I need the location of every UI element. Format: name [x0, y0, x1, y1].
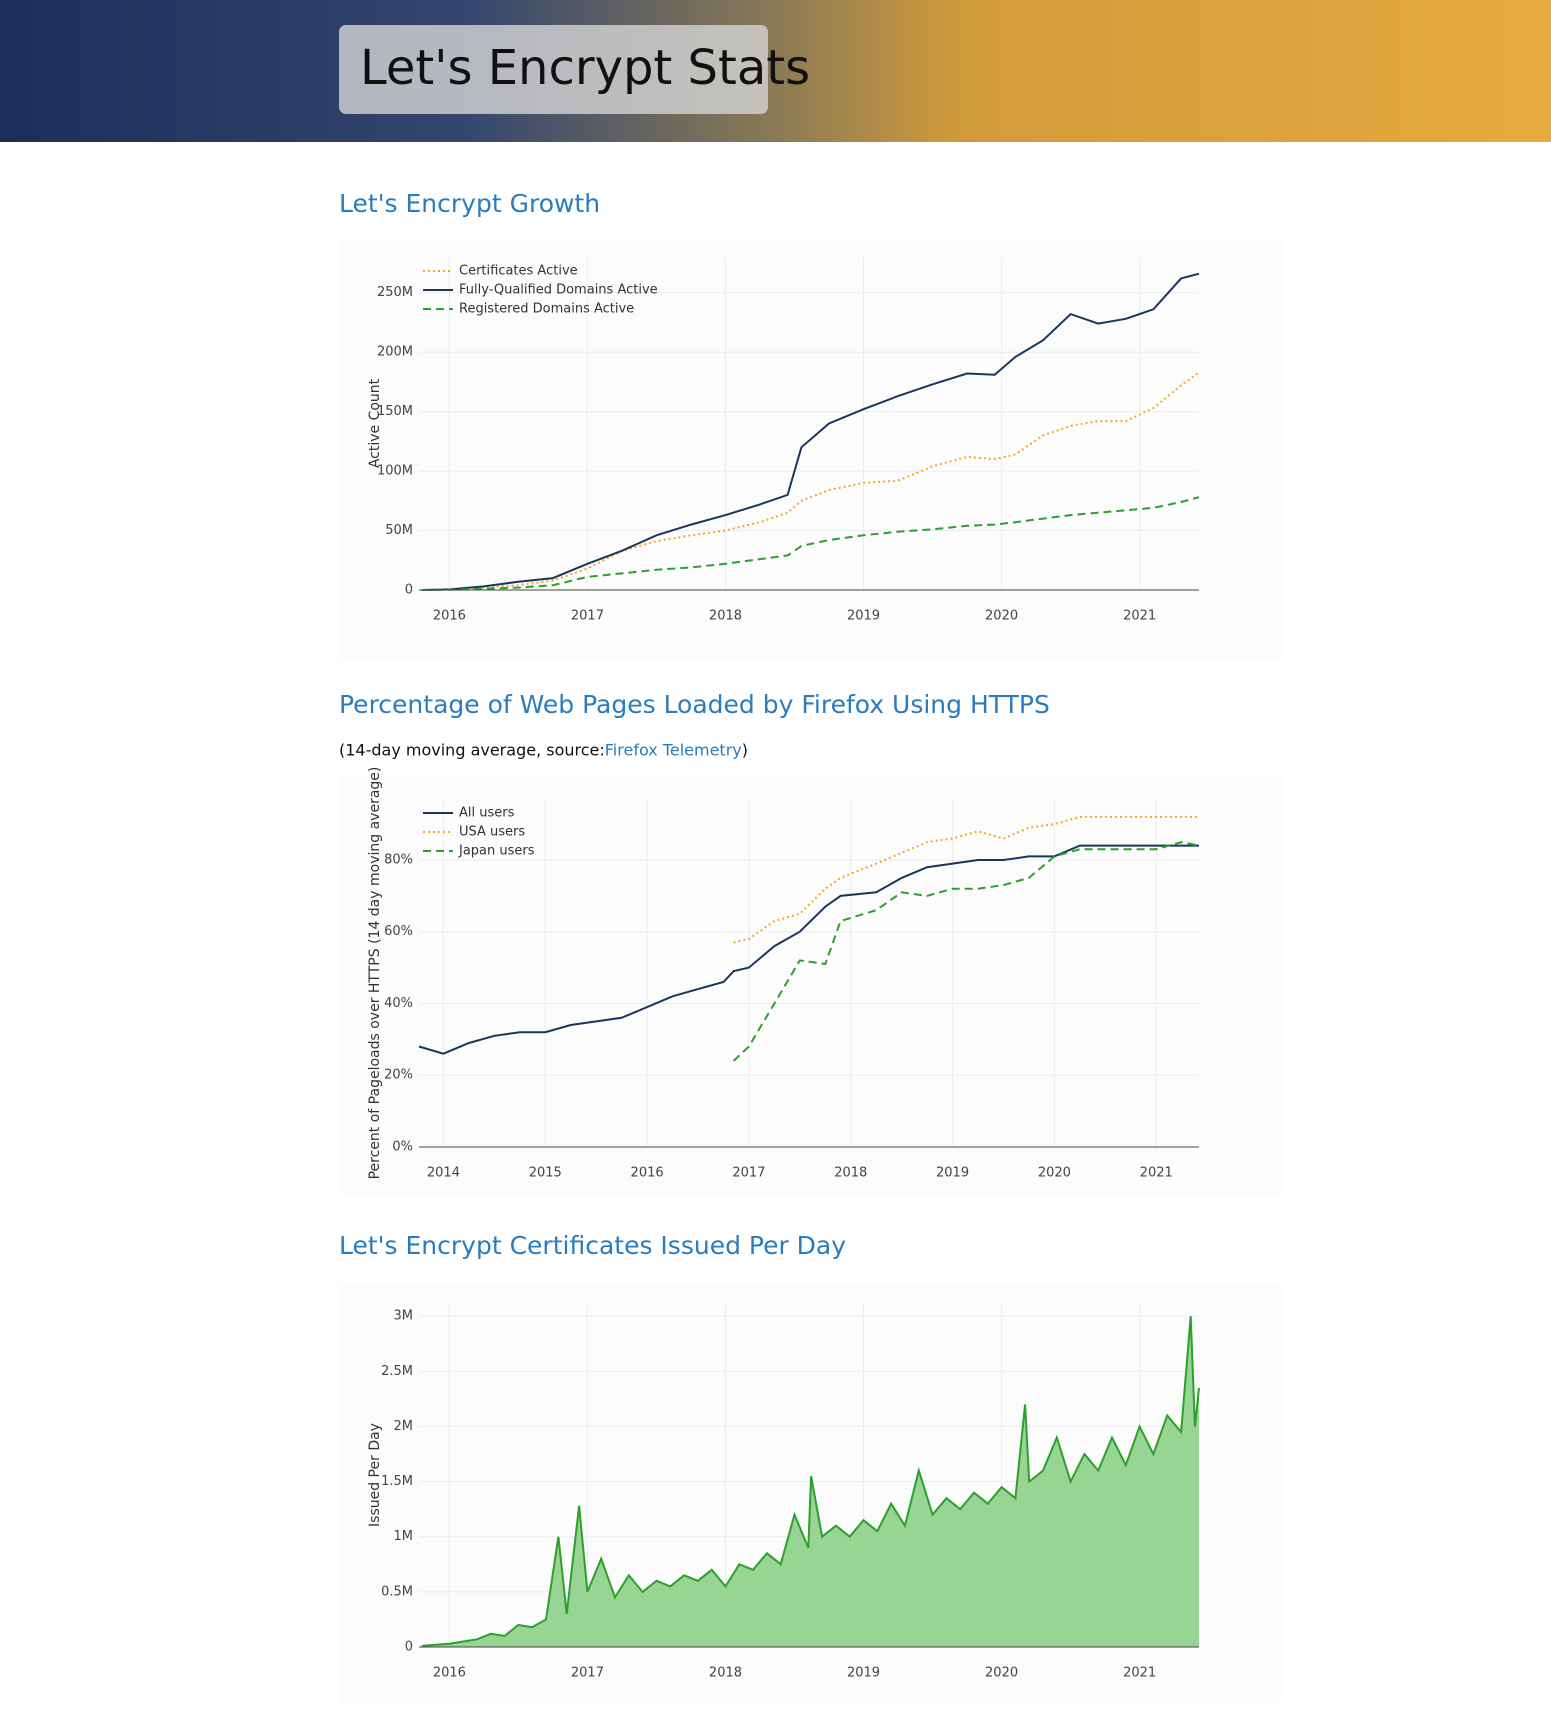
x-tick-label: 2017: [571, 609, 604, 624]
y-tick-label: 2.5M: [381, 1364, 413, 1379]
y-tick-label: 3M: [394, 1309, 414, 1324]
page-title: Let's Encrypt Stats: [360, 40, 810, 96]
subtitle: ): [742, 741, 748, 760]
y-tick-label: 2M: [394, 1419, 414, 1434]
subtitle: (14-day moving average, source:: [339, 741, 605, 760]
x-tick-label: 2017: [571, 1666, 604, 1681]
x-tick-label: 2018: [834, 1166, 867, 1181]
y-tick-label: 1.5M: [381, 1474, 413, 1489]
line-series: [732, 841, 1200, 1062]
y-tick-label: 100M: [377, 464, 413, 479]
area-line: [421, 1316, 1200, 1647]
x-tick-label: 2021: [1123, 1666, 1156, 1681]
legend-label: Registered Domains Active: [459, 302, 634, 317]
x-tick-label: 2017: [732, 1166, 765, 1181]
x-tick-label: 2021: [1123, 609, 1156, 624]
legend-label: All users: [459, 806, 515, 821]
x-tick-label: 2021: [1140, 1166, 1173, 1181]
y-axis-title: Active Count: [367, 378, 383, 468]
legend-label: Japan users: [458, 844, 535, 859]
line-series: [733, 815, 1199, 944]
x-tick-label: 2014: [427, 1166, 460, 1181]
y-tick-label: 0%: [392, 1140, 413, 1155]
y-tick-label: 50M: [385, 523, 413, 538]
x-tick-label: 2016: [631, 1166, 664, 1181]
y-tick-label: 0: [405, 1640, 413, 1655]
y-axis-title: Issued Per Day: [367, 1423, 383, 1527]
y-tick-label: 40%: [384, 996, 413, 1011]
x-tick-label: 2020: [985, 609, 1018, 624]
title-box: [339, 25, 768, 114]
x-tick-label: 2019: [847, 1666, 880, 1681]
chart-heading: Let's Encrypt Growth: [339, 189, 600, 218]
x-tick-label: 2015: [529, 1166, 562, 1181]
line-series: [421, 371, 1200, 591]
subtitle-link[interactable]: Firefox Telemetry: [605, 741, 742, 760]
header-banner: [0, 0, 1551, 142]
y-tick-label: 60%: [384, 924, 413, 939]
y-axis-title: Percent of Pageloads over HTTPS (14 day …: [367, 767, 383, 1180]
area-fill: [421, 1316, 1199, 1647]
x-tick-label: 2016: [433, 1666, 466, 1681]
y-tick-label: 1M: [394, 1529, 414, 1544]
y-tick-label: 20%: [384, 1068, 413, 1083]
y-tick-label: 80%: [384, 852, 413, 867]
y-tick-label: 200M: [377, 345, 413, 360]
y-tick-label: 150M: [377, 404, 413, 419]
line-series: [421, 496, 1200, 591]
chart-heading: Percentage of Web Pages Loaded by Firefo…: [339, 690, 1050, 719]
x-tick-label: 2019: [936, 1166, 969, 1181]
x-tick-label: 2018: [709, 609, 742, 624]
legend-label: Fully-Qualified Domains Active: [459, 283, 658, 298]
y-tick-label: 0: [405, 583, 413, 598]
x-tick-label: 2020: [1038, 1166, 1071, 1181]
x-tick-label: 2020: [985, 1666, 1018, 1681]
line-series: [421, 272, 1200, 591]
y-tick-label: 0.5M: [381, 1584, 413, 1599]
y-tick-label: 250M: [377, 285, 413, 300]
x-tick-label: 2016: [433, 609, 466, 624]
x-tick-label: 2019: [847, 609, 880, 624]
x-tick-label: 2018: [709, 1666, 742, 1681]
legend-label: USA users: [459, 825, 525, 840]
chart-heading: Let's Encrypt Certificates Issued Per Da…: [339, 1231, 846, 1260]
line-series: [418, 844, 1199, 1055]
legend-label: Certificates Active: [459, 264, 578, 279]
